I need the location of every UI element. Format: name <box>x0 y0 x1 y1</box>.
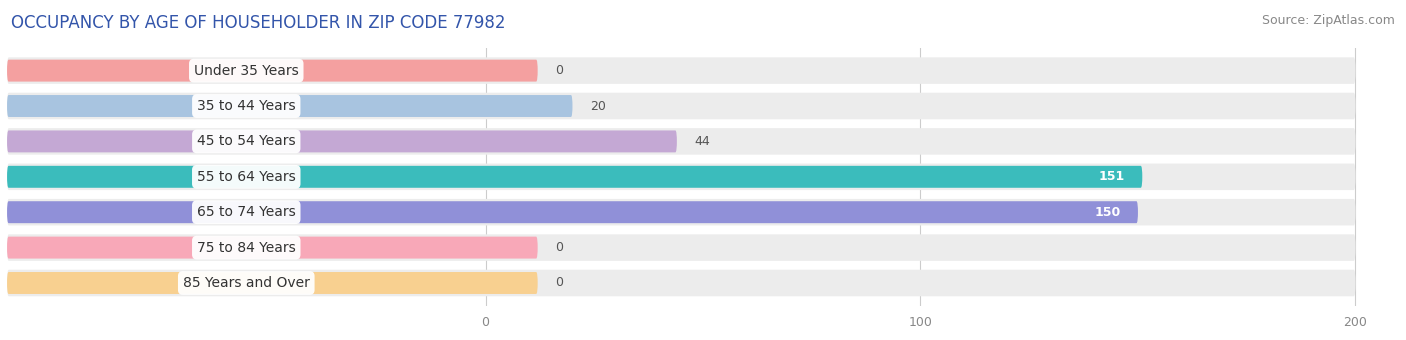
FancyBboxPatch shape <box>7 199 1355 225</box>
FancyBboxPatch shape <box>7 237 537 258</box>
Text: 35 to 44 Years: 35 to 44 Years <box>197 99 295 113</box>
FancyBboxPatch shape <box>7 272 537 294</box>
FancyBboxPatch shape <box>7 234 1355 261</box>
Text: 45 to 54 Years: 45 to 54 Years <box>197 134 295 148</box>
FancyBboxPatch shape <box>7 131 676 152</box>
Text: 44: 44 <box>695 135 710 148</box>
FancyBboxPatch shape <box>7 166 1142 188</box>
Text: 0: 0 <box>555 64 564 77</box>
FancyBboxPatch shape <box>7 95 572 117</box>
FancyBboxPatch shape <box>7 59 537 82</box>
Text: 65 to 74 Years: 65 to 74 Years <box>197 205 295 219</box>
FancyBboxPatch shape <box>7 57 1355 84</box>
Text: OCCUPANCY BY AGE OF HOUSEHOLDER IN ZIP CODE 77982: OCCUPANCY BY AGE OF HOUSEHOLDER IN ZIP C… <box>11 14 506 32</box>
Text: Under 35 Years: Under 35 Years <box>194 64 298 78</box>
Text: 20: 20 <box>591 100 606 113</box>
Text: 0: 0 <box>555 241 564 254</box>
Text: Source: ZipAtlas.com: Source: ZipAtlas.com <box>1261 14 1395 27</box>
FancyBboxPatch shape <box>7 93 1355 119</box>
Text: 150: 150 <box>1094 206 1121 219</box>
Text: 55 to 64 Years: 55 to 64 Years <box>197 170 295 184</box>
FancyBboxPatch shape <box>7 270 1355 296</box>
Text: 85 Years and Over: 85 Years and Over <box>183 276 309 290</box>
FancyBboxPatch shape <box>7 164 1355 190</box>
Text: 75 to 84 Years: 75 to 84 Years <box>197 241 295 255</box>
Text: 0: 0 <box>555 276 564 289</box>
FancyBboxPatch shape <box>7 201 1137 223</box>
FancyBboxPatch shape <box>7 128 1355 155</box>
Text: 151: 151 <box>1098 170 1125 183</box>
